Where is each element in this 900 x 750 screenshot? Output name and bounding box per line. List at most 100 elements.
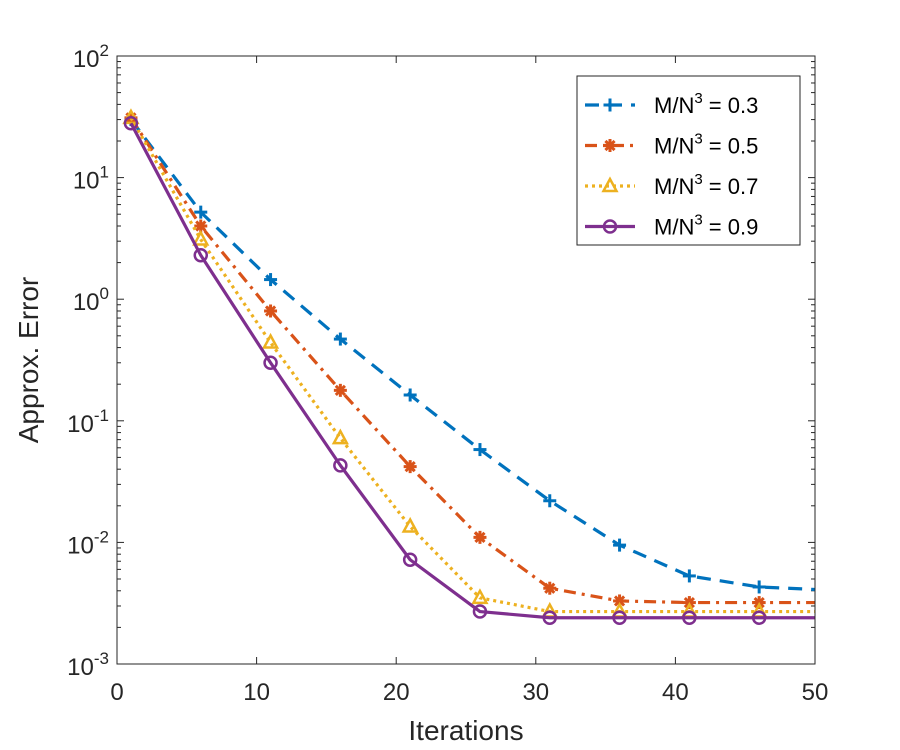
y-tick-label: 10-2 <box>67 527 109 559</box>
ticks-layer <box>116 55 816 665</box>
series-line <box>129 117 815 614</box>
series-line <box>129 122 815 620</box>
marker-shape <box>331 428 349 445</box>
data-point <box>751 610 767 626</box>
data-point <box>752 580 766 594</box>
data-point <box>542 610 558 626</box>
legend-label-sup: 3 <box>694 90 702 107</box>
data-point <box>263 355 278 371</box>
y-tick-label: 10-3 <box>67 649 109 681</box>
legend-marker <box>603 98 617 112</box>
axes-box <box>116 55 816 665</box>
marker-shape <box>192 229 210 246</box>
marker-shape <box>471 588 489 605</box>
marker-stroke <box>264 305 277 317</box>
data-point <box>123 115 139 131</box>
marker-stroke <box>474 531 486 543</box>
legend-label: M/N3 = 0.7 <box>654 171 758 199</box>
data-point <box>543 581 557 595</box>
data-point <box>473 443 487 457</box>
y-tick-base: 10 <box>73 168 100 195</box>
x-tick-label: 40 <box>662 679 689 706</box>
data-point <box>403 460 417 474</box>
marker-stroke <box>604 139 616 152</box>
series-layer <box>122 108 816 626</box>
marker-shape <box>751 610 767 626</box>
x-tick-label: 0 <box>110 679 123 706</box>
legend-entries: M/N3 = 0.3M/N3 = 0.5M/N3 = 0.7M/N3 = 0.9 <box>585 90 758 240</box>
x-tick-label: 50 <box>802 679 829 706</box>
data-point <box>682 569 696 583</box>
marker-stroke <box>195 220 207 232</box>
marker-shape <box>402 552 418 567</box>
y-tick-base: 10 <box>67 654 94 681</box>
marker-shape <box>261 332 280 349</box>
y-axis-title: Approx. Error <box>13 277 44 444</box>
marker-shape <box>123 115 139 131</box>
marker-shape <box>401 516 419 533</box>
data-point <box>333 458 348 473</box>
marker-shape <box>602 219 618 234</box>
data-point <box>333 332 347 346</box>
marker-stroke <box>334 384 346 396</box>
data-point <box>613 538 627 552</box>
y-tick-exponent: -3 <box>94 649 109 668</box>
legend-label: M/N3 = 0.5 <box>654 131 758 159</box>
marker-shape <box>682 610 697 626</box>
y-tick-base: 10 <box>67 532 94 559</box>
data-point <box>473 530 487 544</box>
legend-entry: M/N3 = 0.3 <box>585 90 758 118</box>
legend-label-main: M/N <box>654 134 694 159</box>
data-point <box>612 610 627 626</box>
legend-label-tail: = 0.3 <box>703 93 759 118</box>
x-tick-label: 10 <box>243 679 270 706</box>
data-point <box>402 552 418 567</box>
legend: M/N3 = 0.3M/N3 = 0.5M/N3 = 0.7M/N3 = 0.9 <box>576 75 801 246</box>
legend-entry: M/N3 = 0.7 <box>585 171 758 199</box>
legend-marker <box>603 139 617 152</box>
legend-label-sup: 3 <box>694 212 702 229</box>
x-tick-labels: 0 10 20 30 40 50 <box>110 679 828 706</box>
legend-label-main: M/N <box>654 93 694 118</box>
data-point <box>471 588 489 605</box>
x-tick-label: 20 <box>383 679 410 706</box>
y-tick-base: 10 <box>73 289 100 316</box>
data-point <box>194 205 208 219</box>
data-point <box>333 383 347 397</box>
data-point <box>403 388 417 402</box>
marker-shape <box>601 176 619 193</box>
marker-shape <box>263 355 278 371</box>
legend-label-tail: = 0.9 <box>703 215 759 240</box>
x-axis-title: Iterations <box>408 715 523 746</box>
data-point <box>192 229 210 246</box>
legend-marker <box>602 219 618 234</box>
data-point <box>472 604 488 619</box>
legend-label-main: M/N <box>654 174 694 199</box>
legend-marker <box>601 176 619 193</box>
y-tick-exponent: 1 <box>100 163 109 182</box>
marker-stroke <box>613 595 626 607</box>
x-tick-label: 30 <box>522 679 549 706</box>
legend-entry: M/N3 = 0.9 <box>585 212 758 240</box>
legend-label-main: M/N <box>654 215 694 240</box>
marker-shape <box>472 604 488 619</box>
data-point <box>264 273 278 287</box>
y-tick-exponent: -2 <box>94 527 109 546</box>
data-point <box>401 516 419 533</box>
y-tick-label: 100 <box>73 284 109 316</box>
y-tick-label: 10-1 <box>67 406 109 438</box>
y-tick-exponent: 2 <box>100 41 109 60</box>
data-point <box>331 428 349 445</box>
legend-label: M/N3 = 0.9 <box>654 212 758 240</box>
legend-label-sup: 3 <box>694 171 702 188</box>
y-tick-label: 101 <box>73 163 109 195</box>
legend-label-tail: = 0.7 <box>703 174 759 199</box>
legend-entry: M/N3 = 0.5 <box>585 131 758 159</box>
y-tick-exponent: 0 <box>100 284 109 303</box>
data-point <box>543 494 557 508</box>
marker-stroke <box>544 582 556 594</box>
marker-shape <box>542 610 558 626</box>
data-point <box>261 332 280 349</box>
